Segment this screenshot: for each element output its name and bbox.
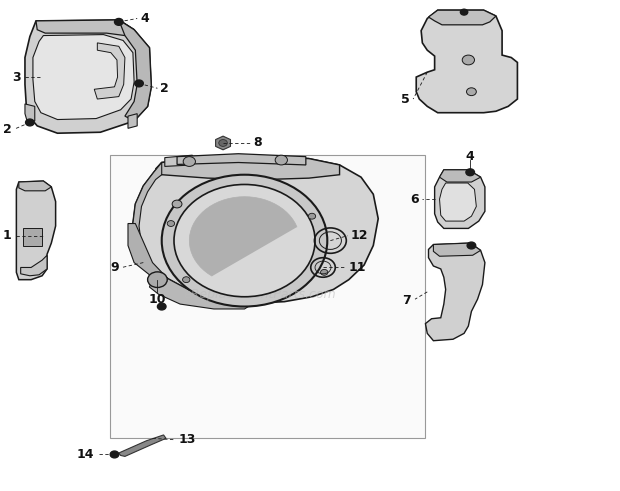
Polygon shape xyxy=(19,181,51,191)
Polygon shape xyxy=(433,243,481,256)
Circle shape xyxy=(148,272,167,288)
Circle shape xyxy=(463,55,474,65)
Polygon shape xyxy=(428,10,496,25)
Circle shape xyxy=(172,200,182,208)
Circle shape xyxy=(157,303,166,310)
Polygon shape xyxy=(156,157,340,180)
Text: eReplacementParts.com: eReplacementParts.com xyxy=(184,288,336,301)
Text: 1: 1 xyxy=(2,229,11,242)
Polygon shape xyxy=(22,228,42,246)
Polygon shape xyxy=(119,20,151,121)
Polygon shape xyxy=(128,223,168,285)
Text: 2: 2 xyxy=(160,82,169,95)
Text: 9: 9 xyxy=(110,261,119,274)
Circle shape xyxy=(162,175,327,306)
Text: 3: 3 xyxy=(12,71,21,83)
Polygon shape xyxy=(119,435,166,457)
Circle shape xyxy=(182,277,190,283)
Polygon shape xyxy=(25,104,35,121)
Polygon shape xyxy=(33,34,134,119)
Polygon shape xyxy=(36,20,134,35)
Circle shape xyxy=(25,119,34,126)
Circle shape xyxy=(467,242,476,249)
Circle shape xyxy=(321,270,328,275)
Text: 8: 8 xyxy=(254,136,262,149)
Text: 13: 13 xyxy=(179,434,197,446)
Text: 2: 2 xyxy=(2,123,11,136)
Circle shape xyxy=(167,220,175,226)
Polygon shape xyxy=(128,114,137,128)
Text: 4: 4 xyxy=(466,150,474,163)
Circle shape xyxy=(461,9,467,15)
Circle shape xyxy=(115,19,123,26)
Polygon shape xyxy=(25,20,151,133)
Circle shape xyxy=(110,451,119,458)
Text: 5: 5 xyxy=(401,92,410,106)
Polygon shape xyxy=(425,243,485,341)
Polygon shape xyxy=(416,10,518,113)
Text: 7: 7 xyxy=(402,294,411,307)
Polygon shape xyxy=(94,43,125,99)
Polygon shape xyxy=(440,170,480,182)
Circle shape xyxy=(219,139,228,146)
Polygon shape xyxy=(189,197,297,276)
Text: 4: 4 xyxy=(140,12,149,25)
Circle shape xyxy=(183,157,195,166)
Polygon shape xyxy=(435,170,485,228)
Text: 6: 6 xyxy=(410,192,419,206)
Bar xyxy=(110,155,425,438)
Polygon shape xyxy=(165,155,192,166)
Polygon shape xyxy=(16,181,56,280)
Text: 12: 12 xyxy=(350,229,368,242)
Polygon shape xyxy=(133,163,162,246)
Text: 11: 11 xyxy=(349,261,366,274)
Circle shape xyxy=(466,88,476,96)
Polygon shape xyxy=(149,279,254,309)
Circle shape xyxy=(308,213,316,219)
Polygon shape xyxy=(133,157,378,303)
Circle shape xyxy=(466,169,474,176)
Circle shape xyxy=(275,155,288,165)
Polygon shape xyxy=(20,255,47,276)
Text: 10: 10 xyxy=(149,293,166,306)
Polygon shape xyxy=(216,136,231,150)
Polygon shape xyxy=(177,154,306,165)
Polygon shape xyxy=(440,183,476,221)
Circle shape xyxy=(135,80,143,87)
Circle shape xyxy=(174,185,315,297)
Text: 14: 14 xyxy=(77,448,94,461)
